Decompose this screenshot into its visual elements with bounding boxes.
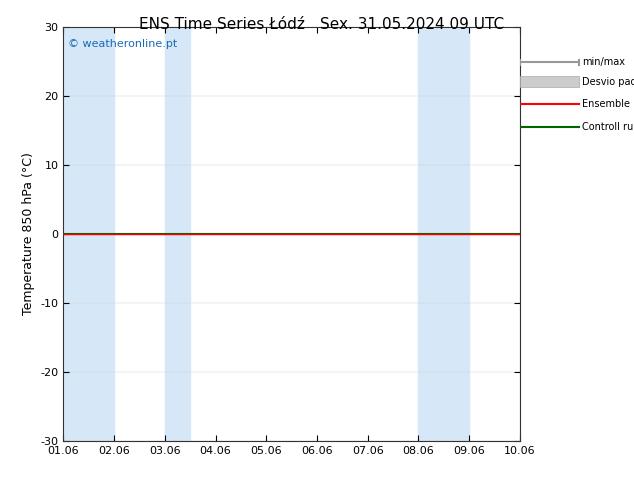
Text: Ensemble mean run: Ensemble mean run — [583, 98, 634, 109]
Text: min/max: min/max — [583, 57, 625, 67]
Text: Desvio padr  tilde;o: Desvio padr tilde;o — [583, 76, 634, 87]
Y-axis label: Temperature 850 hPa (°C): Temperature 850 hPa (°C) — [22, 152, 35, 316]
Text: ENS Time Series Łódź: ENS Time Series Łódź — [139, 17, 305, 32]
Text: © weatheronline.pt: © weatheronline.pt — [68, 39, 178, 49]
Bar — [520, 27, 540, 441]
Bar — [165, 27, 190, 441]
Bar — [63, 27, 114, 441]
Bar — [418, 27, 469, 441]
Text: Sex. 31.05.2024 09 UTC: Sex. 31.05.2024 09 UTC — [320, 17, 504, 32]
Text: Controll run: Controll run — [583, 122, 634, 132]
